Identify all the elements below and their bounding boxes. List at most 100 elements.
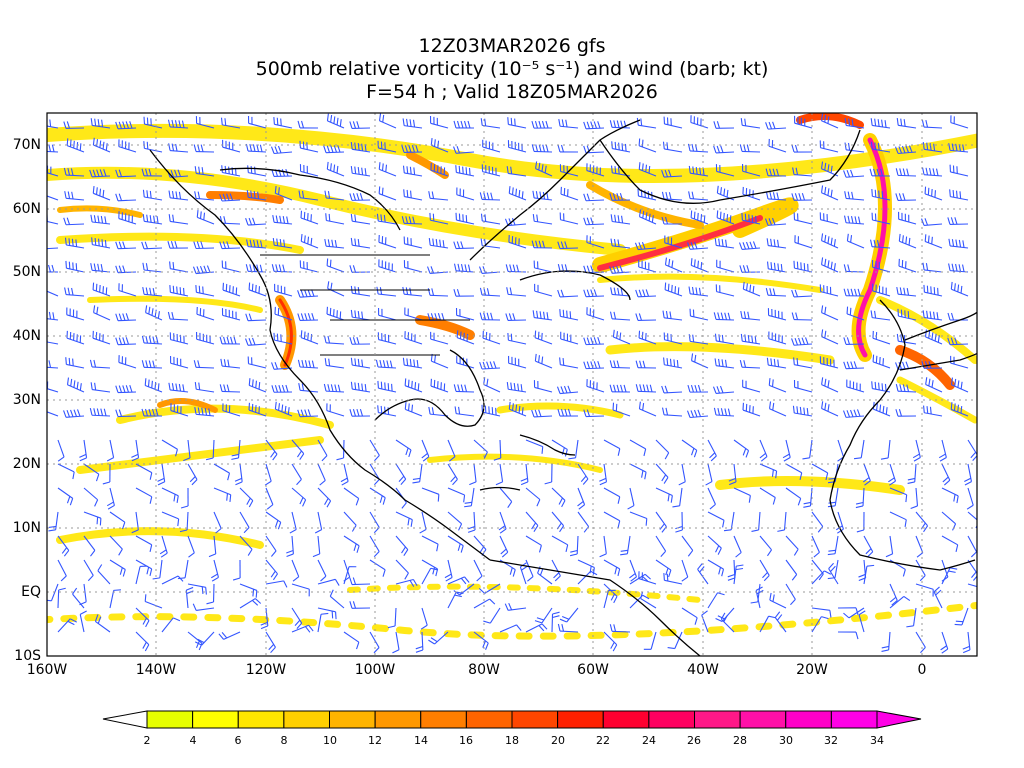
wind-barb: [872, 354, 891, 369]
wind-barb: [714, 358, 735, 369]
colorbar-box: [465, 710, 513, 729]
wind-barb: [609, 193, 631, 201]
wind-barb: [655, 463, 669, 484]
wind-barb: [716, 185, 735, 201]
wind-barb: [793, 357, 813, 369]
wind-barb: [871, 259, 891, 273]
wind-barb: [402, 165, 423, 177]
wind-barb: [870, 239, 891, 249]
wind-barb: [742, 163, 761, 177]
wind-barb: [921, 119, 943, 129]
wind-barb: [395, 559, 409, 580]
wind-barb: [689, 308, 709, 321]
wind-barb: [298, 190, 319, 201]
wind-barb: [498, 511, 507, 534]
wind-barb: [821, 329, 839, 345]
wind-barb: [820, 161, 839, 177]
wind-barb: [317, 439, 328, 462]
wind-barb: [473, 439, 488, 459]
wind-barb: [791, 144, 813, 153]
wind-barb: [583, 289, 605, 298]
wind-barb: [844, 118, 865, 129]
wind-barb: [479, 192, 501, 201]
wind-barb: [629, 463, 647, 480]
wind-barb: [369, 487, 386, 505]
wind-barb: [141, 360, 163, 369]
wind-barb: [895, 409, 917, 417]
wind-barb: [910, 487, 919, 510]
wind-barb: [115, 241, 137, 250]
wind-barb: [896, 286, 917, 297]
wind-barb: [922, 262, 943, 273]
wind-barb: [655, 535, 667, 558]
wind-barb: [141, 408, 163, 417]
wind-barb: [638, 401, 657, 417]
wind-barb: [766, 261, 787, 273]
wind-barb: [742, 186, 761, 201]
wind-barb: [791, 337, 813, 346]
wind-barb: [525, 535, 542, 553]
wind-barb: [535, 161, 553, 177]
wind-barb: [504, 217, 527, 227]
wind-barb: [115, 409, 137, 418]
wind-barb: [63, 217, 85, 226]
wind-barb: [239, 487, 254, 508]
wind-barb: [135, 463, 153, 480]
wind-barb: [274, 185, 293, 201]
wind-barb: [915, 535, 924, 558]
wind-barb: [707, 487, 716, 510]
wind-barb: [599, 535, 607, 558]
wind-barb: [556, 385, 579, 395]
wind-barb: [349, 337, 371, 345]
wind-barb: [402, 357, 423, 369]
wind-barb: [152, 559, 163, 580]
wind-barb: [196, 210, 215, 225]
wind-barb: [792, 405, 813, 417]
wind-barb: [819, 140, 839, 153]
wind-barb: [456, 187, 475, 201]
wind-barb: [115, 337, 137, 346]
wind-barb: [135, 559, 153, 577]
wind-barb: [705, 463, 713, 486]
wind-barb: [377, 405, 397, 417]
wind-barb: [325, 213, 345, 225]
wind-barb: [401, 144, 423, 153]
wind-barb: [90, 214, 111, 225]
wind-barb: [690, 115, 709, 129]
wind-barb: [349, 265, 371, 273]
wind-barb: [785, 535, 799, 556]
wind-barb: [508, 186, 527, 201]
wind-barb: [161, 487, 179, 503]
wind-barb: [195, 285, 215, 297]
wind-barb: [938, 439, 947, 462]
wind-barb: [245, 337, 267, 346]
wind-barb: [577, 511, 590, 533]
wind-barb: [855, 487, 865, 509]
colorbar-box: [146, 710, 194, 729]
wind-barb: [404, 378, 423, 393]
wind-barb: [213, 463, 231, 481]
wind-barb: [404, 307, 423, 321]
wind-barb: [843, 215, 865, 225]
lon-label: 160W: [27, 662, 68, 678]
wind-barb: [872, 283, 891, 297]
wind-barb: [291, 559, 300, 582]
wind-barb: [742, 402, 761, 417]
wind-barb: [559, 357, 579, 369]
wind-barb: [135, 487, 153, 504]
wind-barb: [525, 487, 541, 507]
wind-barb: [401, 216, 423, 225]
wind-barb: [751, 511, 761, 532]
wind-barb: [157, 463, 166, 486]
wind-barb: [870, 310, 891, 321]
wind-barb: [300, 234, 319, 249]
wind-barb: [733, 439, 750, 458]
wind-barb: [811, 463, 829, 481]
wind-barb: [220, 117, 241, 129]
wind-barb: [109, 511, 126, 530]
wind-barb: [350, 165, 371, 177]
wind-barb: [948, 238, 969, 249]
wind-barb: [785, 559, 798, 581]
wind-barb: [603, 511, 621, 528]
wind-barb: [222, 139, 241, 153]
